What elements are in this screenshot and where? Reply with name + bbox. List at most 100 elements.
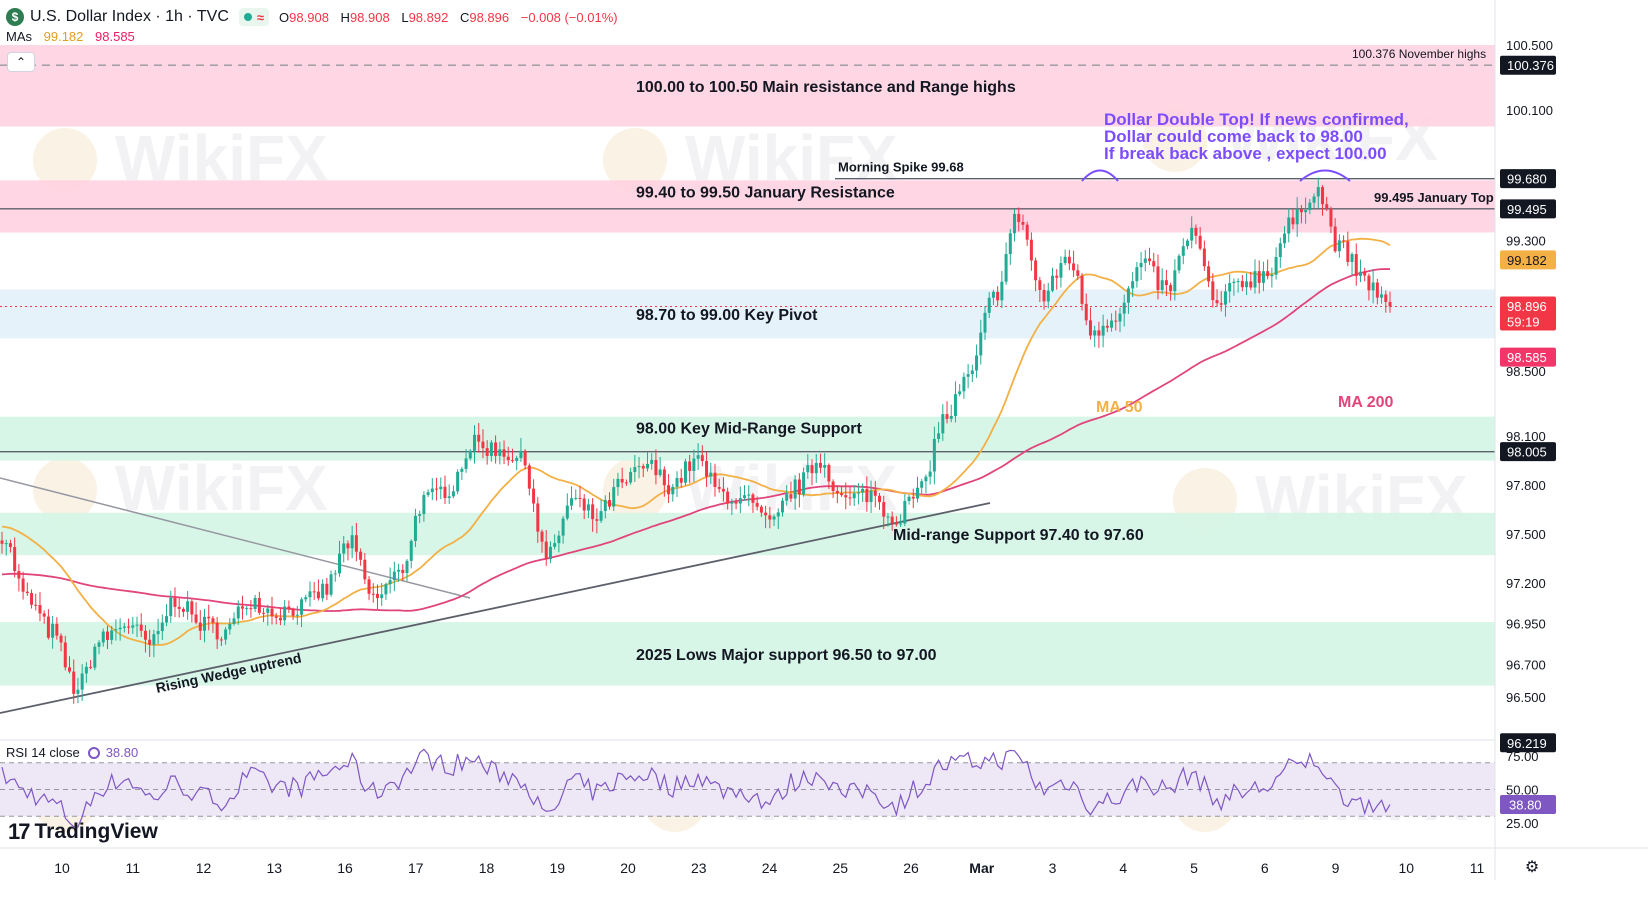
candle-up xyxy=(245,608,249,610)
candle-up xyxy=(1110,320,1114,328)
candle-up xyxy=(1013,213,1017,234)
candle-up xyxy=(1380,294,1384,298)
candle-down xyxy=(1194,227,1198,236)
candle-down xyxy=(72,671,76,694)
candle-up xyxy=(342,543,346,554)
zone-pivot-band xyxy=(0,289,1495,339)
candle-up xyxy=(738,498,742,504)
candle-up xyxy=(553,543,557,547)
ma200-legend-value: 98.585 xyxy=(95,29,135,44)
candle-up xyxy=(236,606,240,619)
candle-down xyxy=(1363,271,1367,276)
candle-down xyxy=(38,605,42,614)
price-axis-tick: 96.500 xyxy=(1506,690,1546,705)
candle-up xyxy=(776,512,780,517)
rsi-settings-icon[interactable] xyxy=(87,746,100,759)
candle-up xyxy=(169,597,173,617)
candle-up xyxy=(1046,290,1050,302)
candle-down xyxy=(181,608,185,612)
candle-up xyxy=(586,504,590,511)
candle-down xyxy=(1076,270,1080,276)
candle-up xyxy=(4,543,8,545)
candle-down xyxy=(532,488,536,504)
rsi-line xyxy=(1,748,1391,828)
candle-up xyxy=(1371,282,1375,291)
candle-down xyxy=(177,606,181,609)
candle-down xyxy=(257,598,261,613)
candle-up xyxy=(920,481,924,488)
candle-up xyxy=(110,630,114,640)
symbol-header[interactable]: $ U.S. Dollar Index · 1h · TVC ≈ O98.908… xyxy=(6,6,626,28)
candle-down xyxy=(591,504,595,520)
tradingview-logo[interactable]: 17 TradingView xyxy=(8,819,158,845)
candle-up xyxy=(1358,271,1362,277)
candle-down xyxy=(1291,217,1295,225)
low-value: 98.892 xyxy=(408,9,449,25)
candle-down xyxy=(578,497,582,499)
candle-up xyxy=(565,505,569,519)
candle-up xyxy=(392,571,396,581)
candle-down xyxy=(1207,266,1211,282)
candle-down xyxy=(30,593,34,605)
candle-down xyxy=(1388,301,1392,307)
candle-down xyxy=(371,593,375,595)
candle-down xyxy=(1156,266,1160,290)
candle-down xyxy=(654,460,658,476)
candle-up xyxy=(1350,254,1354,262)
rsi-legend[interactable]: RSI 14 close 38.80 xyxy=(6,745,138,760)
candle-up xyxy=(422,495,426,515)
candle-down xyxy=(190,601,194,615)
candle-up xyxy=(439,486,443,490)
zone-label: 100.00 to 100.50 Main resistance and Ran… xyxy=(636,79,1016,96)
collapse-legend-button[interactable]: ⌃ xyxy=(7,52,35,72)
price-badge-text: 98.585 xyxy=(1507,350,1547,365)
candle-up xyxy=(932,438,936,472)
chart-settings-gear-icon[interactable]: ⚙ xyxy=(1524,859,1540,876)
candle-up xyxy=(409,540,413,561)
price-axis-tick: 96.950 xyxy=(1506,617,1546,632)
candle-up xyxy=(603,500,607,512)
candle-up xyxy=(1304,210,1308,213)
symbol-title[interactable]: U.S. Dollar Index · 1h · TVC xyxy=(30,8,229,25)
candle-up xyxy=(165,616,169,623)
time-axis[interactable]: 10 11 12 13 16 17 18 19 20 23 24 25 26 Mar 3 4 5 6 9 10 11 xyxy=(0,847,1648,876)
candle-down xyxy=(1088,320,1092,336)
market-status-badge[interactable]: ≈ xyxy=(238,8,270,26)
ma-legend[interactable]: MAs 99.182 98.585 xyxy=(6,29,135,44)
candle-down xyxy=(582,498,586,511)
candle-down xyxy=(1072,263,1076,271)
candle-up xyxy=(743,495,747,499)
candle-down xyxy=(89,666,93,668)
price-axis[interactable]: 100.500 100.100 99.300 98.500 98.100 97.800 97… xyxy=(1494,0,1556,880)
candle-up xyxy=(350,535,354,549)
candle-up xyxy=(1063,256,1067,264)
candle-down xyxy=(882,502,886,517)
candle-up xyxy=(156,631,160,635)
candle-up xyxy=(498,449,502,456)
candle-up xyxy=(224,629,228,640)
candle-down xyxy=(688,461,692,471)
candle-up xyxy=(561,518,565,536)
falling-trendline xyxy=(0,477,471,599)
candle-up xyxy=(886,516,890,518)
price-axis-tick: 98.100 xyxy=(1506,429,1546,444)
candle-up xyxy=(1185,240,1189,247)
candle-up xyxy=(970,370,974,375)
bar-countdown-text: 59:19 xyxy=(1507,314,1540,329)
candle-up xyxy=(489,442,493,456)
candle-up xyxy=(186,601,190,612)
candle-down xyxy=(173,597,177,607)
candle-down xyxy=(840,493,844,496)
time-axis-tick: 18 xyxy=(479,860,495,876)
candle-up xyxy=(1245,281,1249,288)
candle-down xyxy=(667,485,671,495)
candle-up xyxy=(785,494,789,501)
candle-up xyxy=(84,666,88,674)
ma50-chart-label: MA 50 xyxy=(1096,399,1143,416)
price-badge xyxy=(1500,347,1556,367)
candle-up xyxy=(730,502,734,504)
candle-up xyxy=(958,391,962,395)
price-axis-tick: 97.500 xyxy=(1506,527,1546,542)
time-axis-tick: 13 xyxy=(266,860,282,876)
